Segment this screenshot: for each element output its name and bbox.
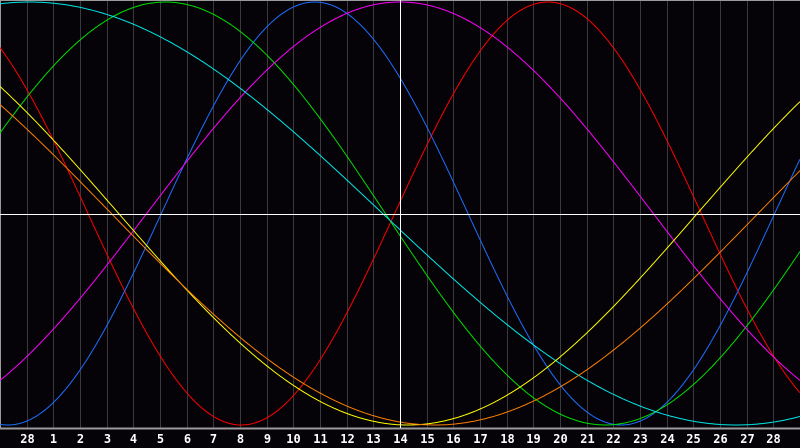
x-tick-label: 24 bbox=[660, 432, 674, 446]
x-tick-label: 7 bbox=[210, 432, 217, 446]
x-tick-label: 28 bbox=[766, 432, 780, 446]
x-tick-label: 15 bbox=[420, 432, 434, 446]
x-tick-label: 17 bbox=[473, 432, 487, 446]
x-tick-label: 2 bbox=[77, 432, 84, 446]
x-axis-ticks: 28 1 2 3 4 5 6 7 8 9 10 11 12 13 14 15 16 17 18 19 20 21 22 23 2… bbox=[20, 432, 780, 446]
x-tick-label: 13 bbox=[366, 432, 380, 446]
x-tick-label: 18 bbox=[500, 432, 514, 446]
x-tick-label: 22 bbox=[606, 432, 620, 446]
x-tick-label: 26 bbox=[713, 432, 727, 446]
x-tick-label: 25 bbox=[686, 432, 700, 446]
x-tick-label: 6 bbox=[184, 432, 191, 446]
x-tick-label: 27 bbox=[740, 432, 754, 446]
crosshair bbox=[0, 0, 800, 428]
x-tick-label: 14 bbox=[393, 432, 407, 446]
x-tick-label: 9 bbox=[264, 432, 271, 446]
x-tick-label: 20 bbox=[553, 432, 567, 446]
x-tick-label: 16 bbox=[446, 432, 460, 446]
x-tick-label: 11 bbox=[313, 432, 327, 446]
x-tick-label: 21 bbox=[580, 432, 594, 446]
x-tick-label: 23 bbox=[633, 432, 647, 446]
x-tick-label: 1 bbox=[50, 432, 57, 446]
x-tick-label: 12 bbox=[340, 432, 354, 446]
x-tick-label: 4 bbox=[130, 432, 137, 446]
x-tick-label: 10 bbox=[286, 432, 300, 446]
x-tick-label: 5 bbox=[157, 432, 164, 446]
x-tick-label: 3 bbox=[104, 432, 111, 446]
x-tick-label: 28 bbox=[20, 432, 34, 446]
x-tick-label: 19 bbox=[526, 432, 540, 446]
x-tick-label: 8 bbox=[237, 432, 244, 446]
